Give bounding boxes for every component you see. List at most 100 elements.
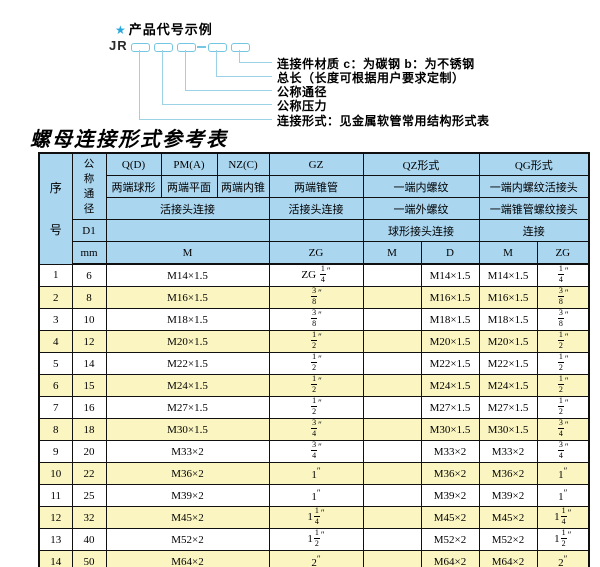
cell-m: M14×1.5 xyxy=(105,263,270,287)
cell-dn_mm: 16 xyxy=(71,396,107,419)
header-qz-m: M xyxy=(362,241,422,265)
cell-qz_d: M30×1.5 xyxy=(420,418,480,441)
cell-qg_m: M20×1.5 xyxy=(478,330,538,353)
cell-gz_zg: 1″ xyxy=(268,462,364,485)
inch-mark: ″ xyxy=(564,266,569,277)
cell-dn_mm: 25 xyxy=(71,484,107,507)
inch-mark: ″ xyxy=(563,466,568,476)
cell-no: 1 xyxy=(38,263,73,287)
connector-line xyxy=(239,62,272,63)
cell-m: M16×1.5 xyxy=(105,286,270,309)
cell-m: M39×2 xyxy=(105,484,270,507)
cell-qz_m xyxy=(362,396,422,419)
code-box xyxy=(231,43,250,52)
cell-qz_m xyxy=(362,440,422,463)
cell-qz_d: M24×1.5 xyxy=(420,374,480,397)
connector-line xyxy=(185,90,272,91)
cell-qg_m: M64×2 xyxy=(478,550,538,567)
header-no: 序 号 xyxy=(38,152,73,265)
header-qg-conn: 连接 xyxy=(478,219,590,242)
table-row: 13 40 M52×2 1 1 2 ″ M52×2 M52×2 1 1 2 ″ xyxy=(38,528,590,551)
header-gz-sub: 两端锥管 xyxy=(268,175,364,198)
cell-no: 3 xyxy=(38,308,73,331)
cell-no: 5 xyxy=(38,352,73,375)
table-header: 序 号 公 称 通 径 Q(D) PM(A) NZ(C) GZ QZ形式 QG形… xyxy=(38,152,590,265)
cell-gz_zg: 1 2 ″ xyxy=(268,396,364,419)
table-title: 螺母连接形式参考表 xyxy=(30,129,228,151)
header-qz-sub1: 一端内螺纹 xyxy=(362,175,480,198)
inch-mark: ″ xyxy=(567,530,572,541)
table-row: 2 8 M16×1.5 3 8 ″ M16×1.5 M16×1.5 3 8 ″ xyxy=(38,286,590,309)
cell-qz_m xyxy=(362,462,422,485)
inch-mark: ″ xyxy=(564,420,569,431)
cell-dn_mm: 14 xyxy=(71,352,107,375)
cell-qz_m xyxy=(362,352,422,375)
cell-qz_m xyxy=(362,528,422,551)
inch-mark: ″ xyxy=(318,288,322,299)
header-q-sub: 两端球形 xyxy=(105,175,162,198)
product-code-heading-text: 产品代号示例 xyxy=(128,22,213,37)
header-qg-zg: ZG xyxy=(536,241,590,265)
inch-mark: ″ xyxy=(316,554,321,564)
connector-line xyxy=(162,104,272,105)
cell-qg_m: M45×2 xyxy=(478,506,538,529)
inch-mark: ″ xyxy=(567,508,572,519)
code-box xyxy=(177,43,196,52)
cell-m: M52×2 xyxy=(105,528,270,551)
cell-no: 14 xyxy=(38,550,73,567)
header-m: M xyxy=(105,241,270,265)
inch-mark: ″ xyxy=(564,376,569,387)
cell-qz_d: M52×2 xyxy=(420,528,480,551)
cell-m: M27×1.5 xyxy=(105,396,270,419)
cell-gz_zg: 3 4 ″ xyxy=(268,418,364,441)
inch-mark: ″ xyxy=(564,354,569,365)
cell-qz_d: M14×1.5 xyxy=(420,263,480,287)
cell-qg_zg: 1 1 4 ″ xyxy=(536,506,590,529)
connector-line xyxy=(216,76,272,77)
label-connection-type: 连接形式：见金属软管常用结构形式表 xyxy=(277,114,490,128)
cell-dn_mm: 8 xyxy=(71,286,107,309)
inch-mark: ″ xyxy=(318,332,322,343)
cell-qz_m xyxy=(362,308,422,331)
cell-m: M64×2 xyxy=(105,550,270,567)
inch-mark: ″ xyxy=(320,508,325,519)
cell-gz_zg: 1 2 ″ xyxy=(268,330,364,353)
cell-gz_zg: 1 2 ″ xyxy=(268,352,364,375)
header-qz-conn: 球形接头连接 xyxy=(362,219,480,242)
cell-gz_zg: 1″ xyxy=(268,484,364,507)
cell-qz_d: M45×2 xyxy=(420,506,480,529)
header-col-nz: NZ(C) xyxy=(216,152,270,176)
inch-mark: ″ xyxy=(316,488,321,498)
star-icon: ★ xyxy=(115,23,127,37)
inch-mark: ″ xyxy=(564,310,569,321)
header-mm: mm xyxy=(71,241,107,265)
cell-qz_m xyxy=(362,418,422,441)
inch-mark: ″ xyxy=(318,420,322,431)
connector-line xyxy=(239,50,240,62)
cell-qz_d: M18×1.5 xyxy=(420,308,480,331)
cell-qg_m: M14×1.5 xyxy=(478,263,538,287)
cell-no: 6 xyxy=(38,374,73,397)
header-col-gz: GZ xyxy=(268,152,364,176)
inch-mark: ″ xyxy=(564,332,569,343)
cell-gz_zg: 3 8 ″ xyxy=(268,286,364,309)
table-row: 10 22 M36×2 1″ M36×2 M36×2 1″ xyxy=(38,462,590,485)
cell-qg_m: M33×2 xyxy=(478,440,538,463)
cell-gz_zg: 1 1 2 ″ xyxy=(268,528,364,551)
table-row: 4 12 M20×1.5 1 2 ″ M20×1.5 M20×1.5 1 2 ″ xyxy=(38,330,590,353)
